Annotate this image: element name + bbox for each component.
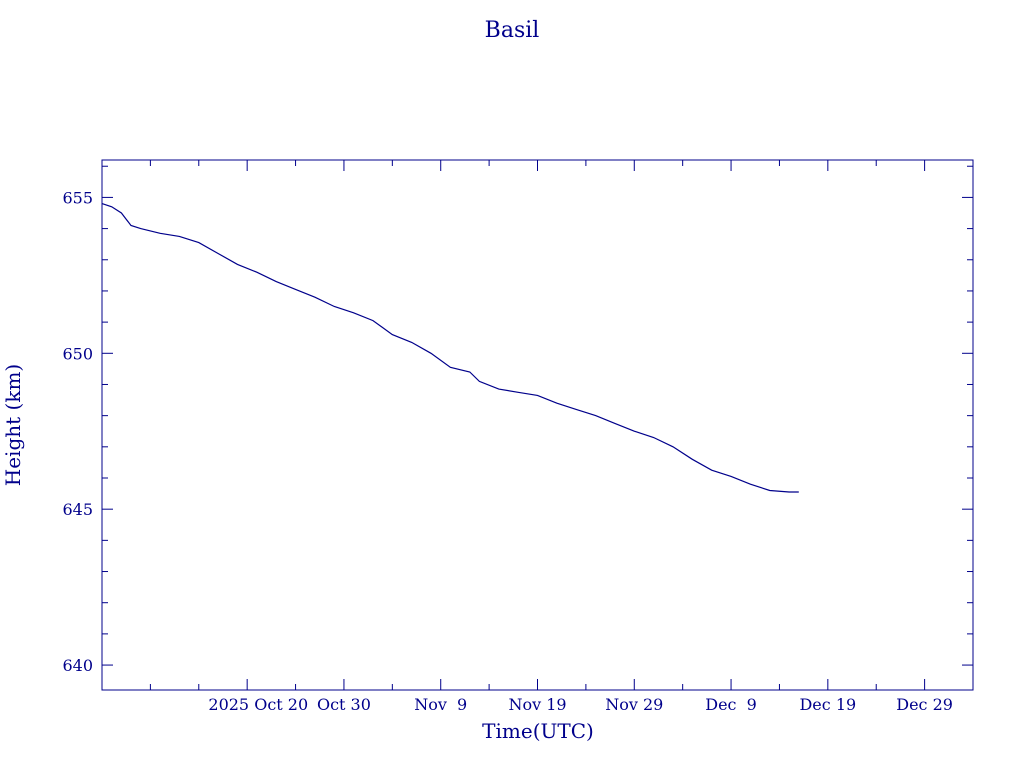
x-tick-label: Oct 30 xyxy=(317,695,371,714)
height-series-line xyxy=(101,203,799,493)
x-tick-label: Dec 9 xyxy=(705,695,757,714)
x-tick-label: 2025 Oct 20 xyxy=(208,695,308,714)
y-axis-label: Height (km) xyxy=(1,364,25,486)
x-tick-label: Dec 29 xyxy=(896,695,953,714)
plot-frame xyxy=(101,159,974,691)
chart-title: Basil xyxy=(485,18,540,43)
y-tick-label: 655 xyxy=(62,188,93,207)
x-axis-label: Time(UTC) xyxy=(482,719,594,743)
y-tick-label: 645 xyxy=(62,500,93,519)
x-tick-label: Nov 9 xyxy=(414,695,467,714)
x-tick-labels: 2025 Oct 20 Oct 30 Nov 9 Nov 19 Nov 29 Dec 9 D… xyxy=(208,695,953,714)
x-tick-label: Nov 29 xyxy=(605,695,663,714)
x-tick-label: Nov 19 xyxy=(508,695,566,714)
y-tick-label: 640 xyxy=(62,656,93,675)
y-tick-labels: 640 645 650 655 xyxy=(62,188,93,675)
tick-marks xyxy=(102,160,974,690)
y-tick-label: 650 xyxy=(62,344,93,363)
series-layer xyxy=(101,203,799,493)
x-tick-label: Dec 19 xyxy=(799,695,856,714)
